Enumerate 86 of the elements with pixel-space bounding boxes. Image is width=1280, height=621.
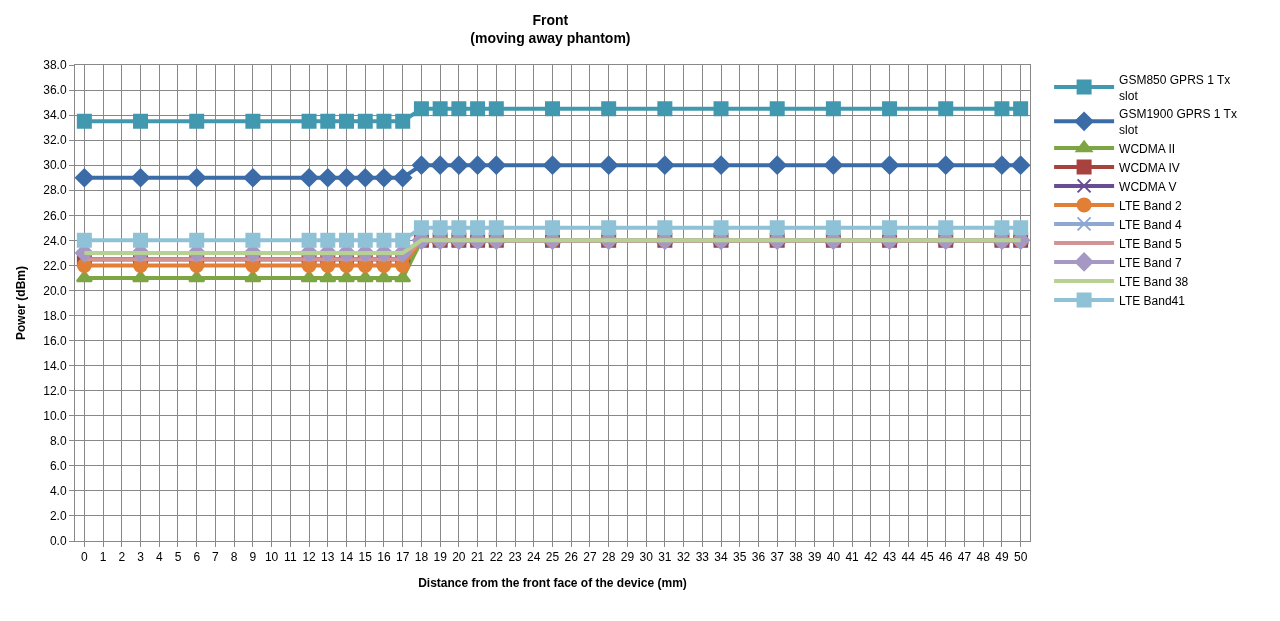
x-tick-label: 12 — [302, 550, 317, 565]
x-tick-label: 36 — [751, 550, 766, 565]
x-tick-label: 32 — [676, 550, 691, 565]
x-tick-label: 46 — [939, 550, 953, 565]
x-tick-label: 15 — [358, 550, 373, 565]
y-tick-label: 36.0 — [43, 83, 67, 98]
legend-label: WCDMA IV — [1119, 160, 1180, 175]
x-tick-label: 26 — [564, 550, 579, 565]
y-tick-label: 16.0 — [43, 333, 67, 348]
x-tick-label: 6 — [193, 550, 201, 565]
x-tick-label: 1 — [99, 550, 107, 565]
y-tick-label: 38.0 — [43, 58, 67, 73]
legend-label: LTE Band 7 — [1119, 255, 1182, 270]
x-tick-label: 35 — [733, 550, 747, 565]
x-tick-label: 4 — [155, 550, 163, 565]
x-tick-label: 25 — [545, 550, 560, 565]
y-tick-label: 24.0 — [43, 233, 67, 248]
x-tick-label: 48 — [976, 550, 991, 565]
y-tick-label: 12.0 — [43, 383, 67, 398]
y-tick-label: 6.0 — [49, 459, 67, 474]
y-tick-label: 26.0 — [43, 208, 67, 223]
x-tick-label: 44 — [901, 550, 916, 565]
x-tick-label: 29 — [620, 550, 635, 565]
y-tick-label: 22.0 — [43, 258, 67, 273]
x-tick-label: 28 — [602, 550, 616, 565]
legend-label: LTE Band 5 — [1119, 236, 1182, 251]
x-tick-label: 47 — [957, 550, 972, 565]
x-axis-title: Distance from the front face of the device (mm) — [418, 576, 687, 591]
x-tick-label: 16 — [377, 550, 391, 565]
legend-label: GSM850 GPRS 1 Tx slot — [1119, 72, 1231, 103]
x-tick-label: 31 — [658, 550, 672, 565]
x-tick-label: 30 — [639, 550, 654, 565]
chart-title: Front — [532, 11, 569, 28]
x-tick-label: 37 — [770, 550, 785, 565]
y-tick-label: 0.0 — [49, 534, 67, 549]
x-tick-label: 39 — [807, 550, 822, 565]
y-tick-label: 14.0 — [43, 358, 67, 373]
x-tick-label: 38 — [789, 550, 803, 565]
x-tick-label: 20 — [452, 550, 466, 565]
x-tick-label: 5 — [174, 550, 182, 565]
y-tick-label: 30.0 — [43, 158, 67, 173]
x-tick-label: 43 — [882, 550, 897, 565]
x-tick-label: 42 — [864, 550, 878, 565]
legend-label: LTE Band 2 — [1119, 198, 1182, 213]
x-tick-label: 10 — [264, 550, 279, 565]
y-tick-label: 28.0 — [43, 183, 67, 198]
x-tick-label: 27 — [583, 550, 597, 565]
x-tick-label: 13 — [321, 550, 335, 565]
y-tick-label: 32.0 — [43, 133, 67, 148]
x-tick-label: 23 — [508, 550, 523, 565]
x-tick-label: 50 — [1013, 550, 1028, 565]
legend-label: LTE Band 38 — [1119, 274, 1189, 289]
x-tick-label: 9 — [249, 550, 257, 565]
y-tick-label: 2.0 — [49, 509, 67, 524]
x-tick-label: 49 — [995, 550, 1009, 565]
legend-label: LTE Band41 — [1119, 293, 1186, 308]
x-tick-label: 0 — [81, 550, 89, 565]
chart-subtitle: (moving away phantom) — [470, 30, 631, 47]
x-tick-label: 18 — [414, 550, 429, 565]
x-tick-label: 33 — [695, 550, 710, 565]
x-tick-label: 3 — [137, 550, 145, 565]
x-tick-label: 14 — [339, 550, 354, 565]
y-tick-label: 10.0 — [43, 408, 67, 423]
y-tick-label: 20.0 — [43, 283, 67, 298]
x-tick-label: 21 — [470, 550, 485, 565]
x-tick-label: 17 — [396, 550, 410, 565]
x-tick-label: 45 — [920, 550, 934, 565]
x-tick-label: 2 — [118, 550, 126, 565]
x-tick-label: 11 — [284, 550, 297, 565]
legend-label: WCDMA V — [1119, 179, 1177, 194]
y-tick-label: 4.0 — [49, 484, 67, 499]
x-tick-label: 7 — [212, 550, 220, 565]
legend-label: GSM1900 GPRS 1 Tx slot — [1119, 107, 1237, 137]
legend-label: LTE Band 4 — [1119, 217, 1182, 232]
y-tick-label: 34.0 — [43, 108, 67, 123]
x-tick-label: 24 — [527, 550, 541, 565]
y-tick-label: 18.0 — [43, 308, 67, 323]
y-tick-label: 8.0 — [49, 433, 67, 448]
y-axis-title: Power (dBm) — [13, 265, 28, 341]
x-tick-label: 41 — [845, 550, 860, 565]
legend-label: WCDMA II — [1119, 141, 1176, 156]
x-tick-label: 8 — [230, 550, 238, 565]
x-tick-label: 40 — [826, 550, 841, 565]
x-tick-label: 19 — [433, 550, 448, 565]
x-tick-label: 22 — [489, 550, 504, 565]
x-tick-label: 34 — [714, 550, 729, 565]
